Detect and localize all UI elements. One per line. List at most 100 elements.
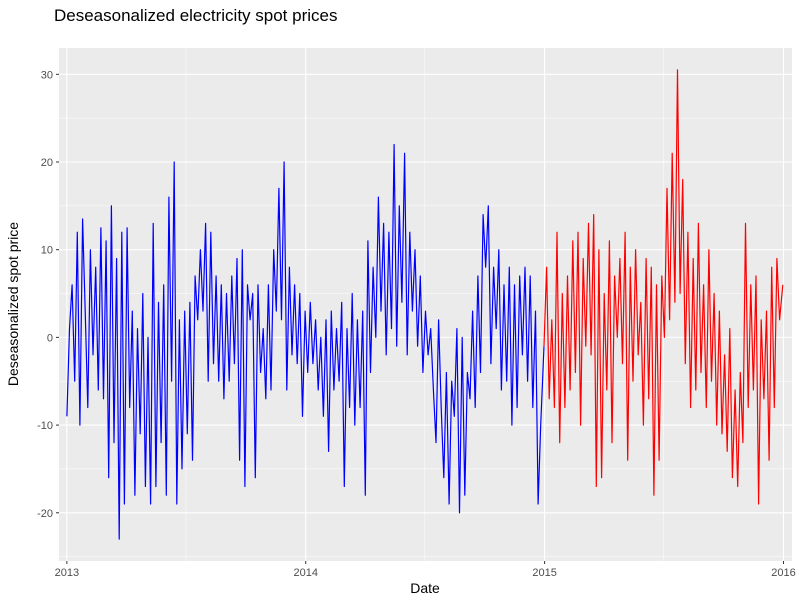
data-point — [593, 214, 594, 215]
data-point — [401, 302, 402, 303]
data-point — [302, 416, 303, 417]
data-point — [380, 311, 381, 312]
data-point — [585, 346, 586, 347]
data-point — [625, 232, 626, 233]
data-point — [386, 354, 387, 355]
data-point — [174, 161, 175, 162]
data-point — [638, 354, 639, 355]
data-point — [498, 249, 499, 250]
data-point — [273, 249, 274, 250]
data-point — [711, 381, 712, 382]
data-point — [150, 503, 151, 504]
data-point — [129, 407, 130, 408]
data-point — [745, 223, 746, 224]
data-point — [501, 389, 502, 390]
x-tick-label: 2013 — [55, 567, 79, 579]
data-point — [454, 416, 455, 417]
data-point — [320, 337, 321, 338]
y-tick-label: 20 — [41, 157, 53, 169]
y-tick-label: -20 — [37, 508, 53, 520]
data-point — [260, 372, 261, 373]
data-point — [735, 389, 736, 390]
data-point — [341, 302, 342, 303]
data-point — [680, 293, 681, 294]
data-point — [197, 319, 198, 320]
data-point — [559, 442, 560, 443]
y-axis-title: Deseasonalized spot price — [5, 222, 21, 386]
data-point — [98, 389, 99, 390]
data-point — [187, 433, 188, 434]
data-point — [242, 249, 243, 250]
data-point — [318, 389, 319, 390]
data-point — [514, 284, 515, 285]
data-point — [763, 398, 764, 399]
data-point — [218, 381, 219, 382]
data-point — [517, 407, 518, 408]
data-point — [328, 451, 329, 452]
data-point — [672, 153, 673, 154]
data-point — [192, 460, 193, 461]
data-point — [748, 407, 749, 408]
data-point — [477, 275, 478, 276]
data-point — [627, 460, 628, 461]
data-point — [210, 232, 211, 233]
data-point — [336, 328, 337, 329]
data-point — [378, 197, 379, 198]
y-tick-label: 10 — [41, 245, 53, 257]
data-point — [312, 363, 313, 364]
data-point — [496, 328, 497, 329]
data-point — [291, 354, 292, 355]
data-point — [69, 328, 70, 329]
data-point — [661, 275, 662, 276]
data-point — [719, 311, 720, 312]
data-point — [286, 389, 287, 390]
series-line-1 — [543, 69, 784, 505]
data-point — [176, 503, 177, 504]
data-point — [425, 311, 426, 312]
data-point — [451, 381, 452, 382]
data-point — [708, 249, 709, 250]
y-tick-label: 0 — [47, 332, 53, 344]
data-point — [134, 495, 135, 496]
data-point — [265, 398, 266, 399]
data-point — [630, 267, 631, 268]
chart-title: Deseasonalized electricity spot prices — [54, 6, 337, 25]
data-point — [464, 495, 465, 496]
data-point — [769, 460, 770, 461]
data-point — [121, 232, 122, 233]
data-point — [420, 275, 421, 276]
data-point — [617, 337, 618, 338]
data-point — [750, 284, 751, 285]
data-point — [216, 275, 217, 276]
data-point — [572, 240, 573, 241]
data-point — [700, 372, 701, 373]
data-point — [325, 319, 326, 320]
data-point — [221, 284, 222, 285]
data-point — [202, 311, 203, 312]
data-point — [698, 223, 699, 224]
data-point — [181, 468, 182, 469]
data-point — [124, 503, 125, 504]
data-point — [554, 407, 555, 408]
data-point — [758, 503, 759, 504]
data-point — [761, 319, 762, 320]
data-point — [352, 293, 353, 294]
data-point — [443, 477, 444, 478]
data-point — [331, 311, 332, 312]
data-point — [690, 407, 691, 408]
data-point — [493, 267, 494, 268]
data-point — [643, 425, 644, 426]
data-point — [396, 346, 397, 347]
data-point — [771, 267, 772, 268]
data-point — [247, 284, 248, 285]
data-point — [682, 179, 683, 180]
data-point — [87, 407, 88, 408]
data-point — [333, 389, 334, 390]
data-point — [648, 398, 649, 399]
data-point — [90, 249, 91, 250]
data-point — [158, 302, 159, 303]
data-point — [462, 337, 463, 338]
data-point — [189, 302, 190, 303]
data-point — [646, 258, 647, 259]
